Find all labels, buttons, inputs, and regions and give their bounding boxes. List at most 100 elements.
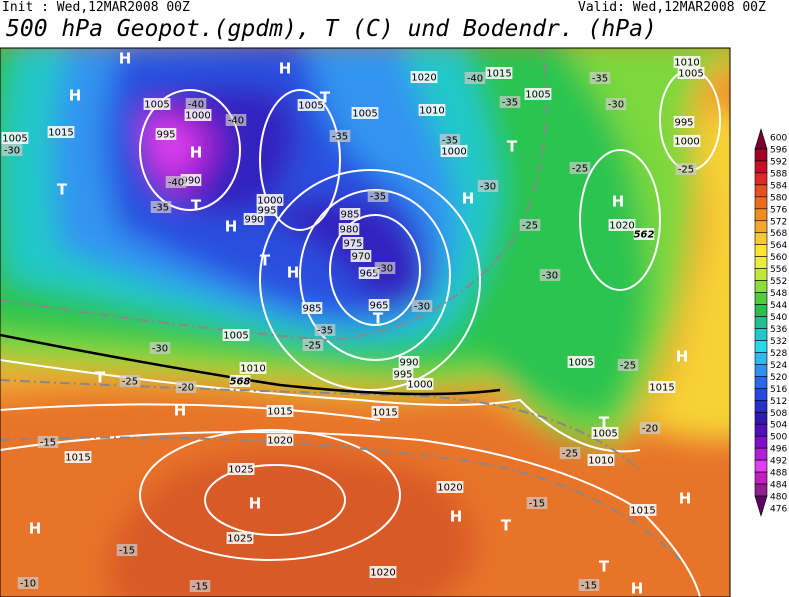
isobar-label: 990 xyxy=(244,215,263,226)
colorbar-label: 488 xyxy=(770,469,787,479)
pressure-center: H xyxy=(676,347,689,365)
pressure-center: H xyxy=(119,49,132,67)
label-bg xyxy=(302,339,324,351)
isobar-label: 1015 xyxy=(486,69,511,80)
map: H10051000995-40-40H990-40T-3510151005-30… xyxy=(0,48,730,597)
colorbar-box xyxy=(754,340,768,353)
isotherm-label: -30 xyxy=(480,182,496,193)
colorbar-box xyxy=(754,388,768,401)
label-bg xyxy=(150,201,172,213)
isobar-label: 1000 xyxy=(441,147,466,158)
label-bg xyxy=(440,145,468,157)
pressure-center: T xyxy=(501,516,512,534)
label-bg xyxy=(374,262,396,274)
isotherm-label: -15 xyxy=(581,581,597,592)
valid-time: Valid: Wed,12MAR2008 00Z xyxy=(578,0,766,15)
isobar-label: 1000 xyxy=(674,137,699,148)
isobar-label: 1015 xyxy=(630,506,655,517)
colorbar-label: 552 xyxy=(770,277,787,287)
label-bg xyxy=(485,67,513,79)
colorbar-box xyxy=(754,268,768,281)
isotherm-label: -30 xyxy=(542,271,558,282)
isobar-label: 562 xyxy=(634,230,655,241)
label-bg xyxy=(410,71,438,83)
isobar-label: 1025 xyxy=(227,534,252,545)
isobar-label: 1025 xyxy=(228,465,253,476)
label-bg xyxy=(639,422,661,434)
colorbar-label: 576 xyxy=(770,205,787,215)
colorbar-label: 520 xyxy=(770,373,787,383)
isobar-label: 990 xyxy=(399,358,418,369)
colorbar-label: 556 xyxy=(770,265,787,275)
label-bg xyxy=(477,180,499,192)
label-bg xyxy=(464,72,486,84)
pressure-center: H xyxy=(69,86,82,104)
label-bg xyxy=(1,144,23,156)
label-bg xyxy=(143,98,171,110)
colorbar-label: 584 xyxy=(770,181,787,191)
label-bg xyxy=(225,114,247,126)
pressure-center: T xyxy=(507,137,518,155)
label-bg xyxy=(37,436,59,448)
label-bg xyxy=(569,162,591,174)
isotherm-label: -15 xyxy=(119,546,135,557)
label-bg xyxy=(266,405,294,417)
isobars xyxy=(0,69,721,597)
isotherm-label: -35 xyxy=(153,203,169,214)
label-bg xyxy=(329,130,351,142)
pressure-center: T xyxy=(191,196,202,214)
label-bg xyxy=(589,72,611,84)
isotherm-label: -40 xyxy=(168,178,184,189)
label-bg xyxy=(648,381,676,393)
isotherms xyxy=(0,48,681,561)
label-bg xyxy=(608,219,636,231)
isotherm-label: -35 xyxy=(370,192,386,203)
isotherm-label: -15 xyxy=(529,499,545,510)
label-bg xyxy=(119,375,141,387)
colorbar-label: 548 xyxy=(770,289,787,299)
pressure-center: H xyxy=(29,519,42,537)
label-bg xyxy=(226,532,254,544)
isotherm-label: -35 xyxy=(502,98,518,109)
pressure-center: T xyxy=(373,309,384,327)
isotherm-label: -20 xyxy=(178,383,194,394)
isotherm-label: -25 xyxy=(678,165,694,176)
label-bg xyxy=(539,269,561,281)
label-bg xyxy=(358,267,380,279)
label-bg xyxy=(116,544,138,556)
colorbar-label: 500 xyxy=(770,433,787,443)
isobar-label: 1000 xyxy=(185,111,210,122)
label-bg xyxy=(499,96,521,108)
label-bg xyxy=(47,126,75,138)
isotherm-label: -10 xyxy=(20,579,36,590)
isotherm-label: -30 xyxy=(414,302,430,313)
isobar-label: 965 xyxy=(369,301,388,312)
colorbar-label: 592 xyxy=(770,157,787,167)
colorbar-box xyxy=(754,471,768,485)
pressure-center: H xyxy=(631,579,644,597)
isobar-label: 1020 xyxy=(370,568,395,579)
label-bg xyxy=(297,99,325,111)
isobar-label: 1010 xyxy=(419,106,444,117)
isobar-label: 980 xyxy=(339,225,358,236)
label-bg xyxy=(149,342,171,354)
title: 500 hPa Geopot.(gpdm), T (C) und Bodendr… xyxy=(6,16,657,42)
isobar-label: 995 xyxy=(674,118,693,129)
label-bg xyxy=(526,497,548,509)
isobar-label: 995 xyxy=(156,130,175,141)
isobar-label: 1010 xyxy=(588,456,613,467)
isobar-label: 1005 xyxy=(525,90,550,101)
colorbar-cap xyxy=(754,127,768,150)
isotherm-label: -20 xyxy=(642,424,658,435)
label-bg xyxy=(519,219,541,231)
label-bg xyxy=(175,381,197,393)
pressure-center: T xyxy=(320,88,331,106)
isobar-label: 995 xyxy=(257,206,276,217)
colorbar-label: 596 xyxy=(770,145,787,155)
label-bg xyxy=(591,427,619,439)
label-bg xyxy=(256,194,284,206)
colorbar-box xyxy=(754,256,768,269)
isotherm-label: -15 xyxy=(192,582,208,593)
isobar-label: 985 xyxy=(302,304,321,315)
colorbar-label: 560 xyxy=(770,253,787,263)
